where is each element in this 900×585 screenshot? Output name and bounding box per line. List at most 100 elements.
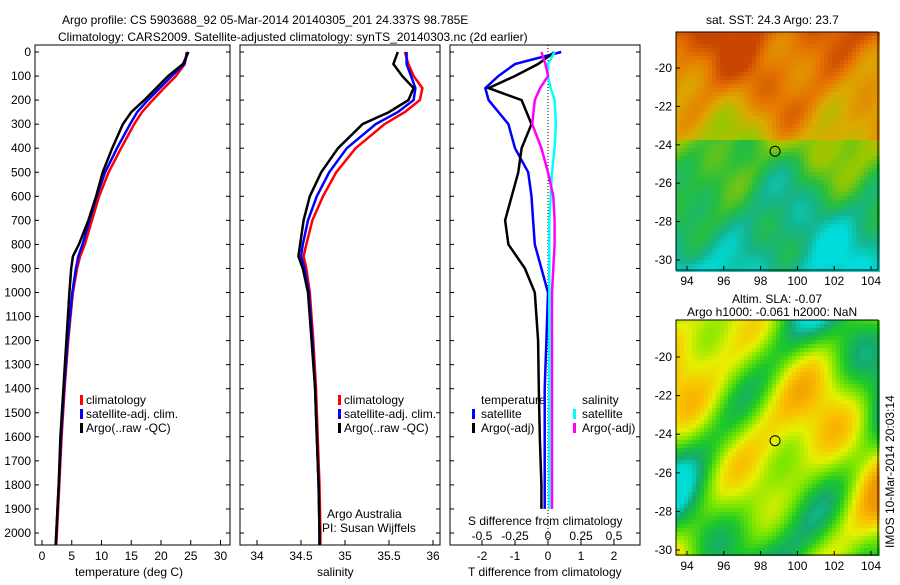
map-cell [700, 156, 704, 160]
map-cell [804, 188, 808, 192]
map-cell [856, 176, 860, 180]
map-cell [732, 404, 736, 408]
map-cell [756, 92, 760, 96]
map-cell [720, 120, 724, 124]
map-cell [848, 100, 852, 104]
map-cell [812, 40, 816, 44]
sal-xlabel: salinity [317, 565, 354, 579]
y-tick-label: 1500 [4, 406, 31, 420]
map-cell [700, 84, 704, 88]
map-cell [872, 92, 876, 96]
map-cell [756, 340, 760, 344]
map-cell [800, 164, 804, 168]
map-cell [696, 360, 700, 364]
map-cell [712, 40, 716, 44]
map-cell [764, 260, 768, 264]
map-cell [732, 40, 736, 44]
map-cell [860, 148, 864, 152]
map-cell [744, 140, 748, 144]
y-tick-label: 1900 [4, 502, 31, 516]
map-cell [684, 448, 688, 452]
map-cell [784, 108, 788, 112]
salinity-frame [240, 45, 440, 545]
map-cell [748, 396, 752, 400]
map-cell [804, 344, 808, 348]
map-cell [800, 420, 804, 424]
map-cell [772, 252, 776, 256]
map-cell [824, 112, 828, 116]
map-cell [808, 176, 812, 180]
map-cell [760, 64, 764, 68]
map-cell [804, 376, 808, 380]
map-cell [680, 76, 684, 80]
map-cell [800, 380, 804, 384]
map-cell [692, 152, 696, 156]
map-cell [724, 68, 728, 72]
map-cell [804, 84, 808, 88]
map-cell [864, 156, 868, 160]
map-cell [804, 72, 808, 76]
map-cell [688, 188, 692, 192]
map-cell [688, 392, 692, 396]
map-cell [860, 80, 864, 84]
map-cell [764, 212, 768, 216]
map-cell [752, 404, 756, 408]
map-cell [780, 332, 784, 336]
map-cell [812, 264, 816, 268]
map-cell [836, 216, 840, 220]
map-cell [868, 324, 872, 328]
map-cell [680, 80, 684, 84]
map-cell [688, 56, 692, 60]
map-cell [764, 336, 768, 340]
map-cell [848, 444, 852, 448]
map-cell [716, 152, 720, 156]
map-cell [752, 436, 756, 440]
map-cell [776, 80, 780, 84]
map-cell [752, 408, 756, 412]
map-cell [812, 116, 816, 120]
map-cell [748, 196, 752, 200]
map-cell [840, 172, 844, 176]
map-cell [856, 152, 860, 156]
map-cell [708, 380, 712, 384]
map-cell [868, 196, 872, 200]
map-cell [676, 120, 680, 124]
map-cell [848, 436, 852, 440]
map-cell [780, 244, 784, 248]
map-cell [712, 348, 716, 352]
map-cell [696, 340, 700, 344]
map-cell [800, 68, 804, 72]
map-cell [768, 160, 772, 164]
map-cell [724, 56, 728, 60]
map-cell [856, 144, 860, 148]
map-cell [872, 140, 876, 144]
map-cell [812, 96, 816, 100]
map-cell [832, 256, 836, 260]
map-cell [696, 132, 700, 136]
map-cell [776, 404, 780, 408]
map-cell [704, 92, 708, 96]
map-cell [780, 216, 784, 220]
map-cell [748, 244, 752, 248]
map-cell [824, 52, 828, 56]
map-cell [836, 436, 840, 440]
map-cell [772, 424, 776, 428]
map-cell [836, 344, 840, 348]
map-cell [812, 168, 816, 172]
map-cell [740, 224, 744, 228]
map-cell [704, 196, 708, 200]
map-cell [836, 68, 840, 72]
map-cell [684, 232, 688, 236]
map-cell [696, 40, 700, 44]
map-cell [796, 248, 800, 252]
map-cell [796, 368, 800, 372]
map-cell [708, 204, 712, 208]
map-cell [776, 140, 780, 144]
map-cell [708, 400, 712, 404]
map-cell [768, 360, 772, 364]
map-cell [700, 380, 704, 384]
map-cell [776, 200, 780, 204]
map-cell [792, 400, 796, 404]
map-cell [736, 352, 740, 356]
map-cell [824, 172, 828, 176]
